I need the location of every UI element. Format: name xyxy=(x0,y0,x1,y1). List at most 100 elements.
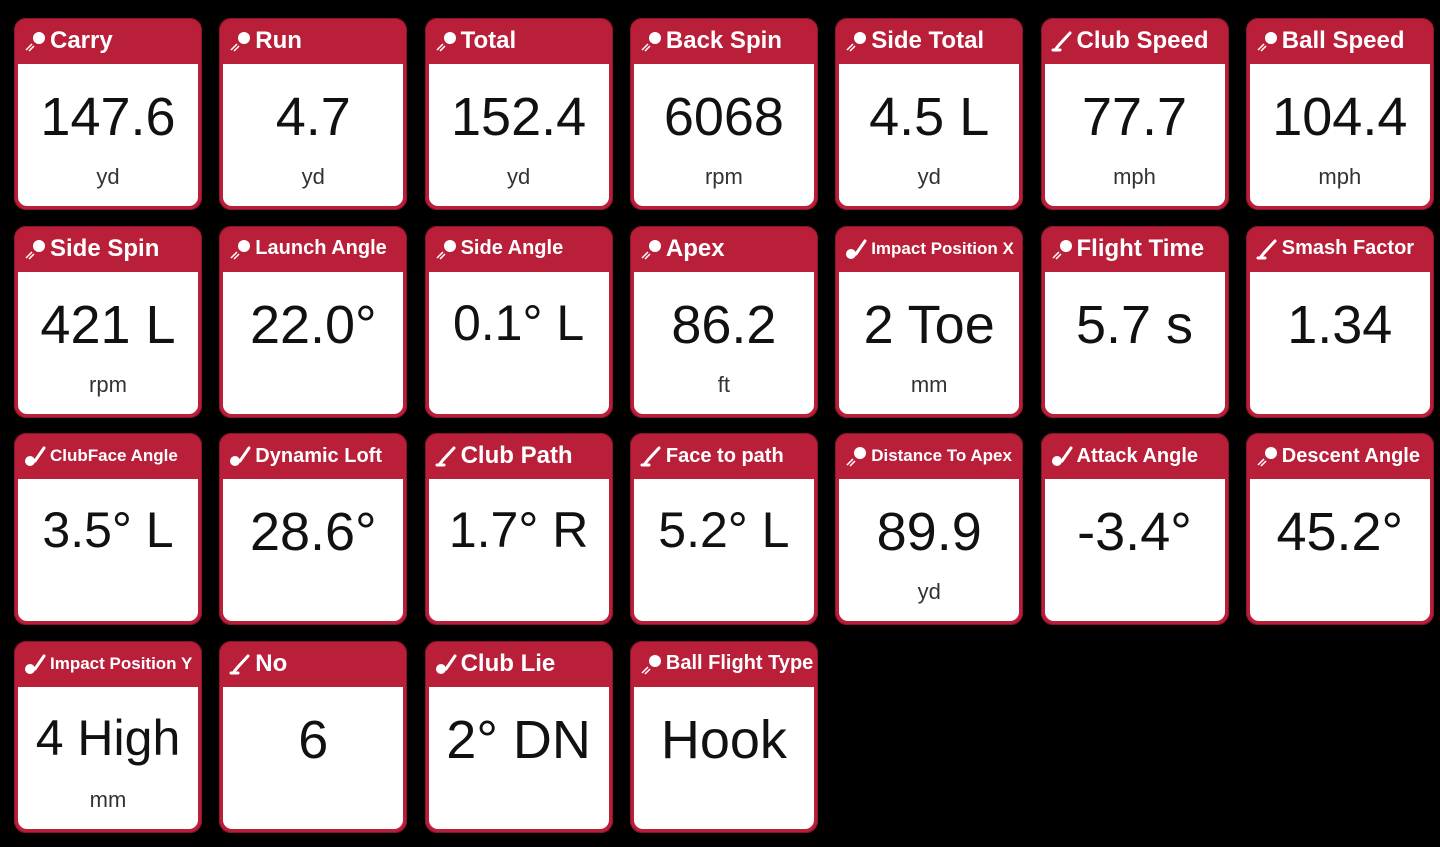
metric-tile-side-total: Side Total 4.5 L yd xyxy=(835,18,1024,210)
metric-body: 421 L rpm xyxy=(18,271,198,414)
metric-label: Club Speed xyxy=(1076,27,1209,54)
metric-header: Carry xyxy=(14,18,202,64)
ball-icon xyxy=(640,30,666,52)
metric-value: 86.2 xyxy=(671,294,777,355)
metric-tile-apex: Apex 86.2 ft xyxy=(629,225,818,418)
ball-icon xyxy=(1256,445,1282,467)
metric-value: 147.6 xyxy=(40,87,176,147)
metric-header: Impact Position Y xyxy=(14,641,202,687)
metric-label: Dynamic Loft xyxy=(255,444,382,467)
metric-header: Dynamic Loft xyxy=(219,433,407,479)
club-ball-icon xyxy=(845,238,871,260)
metric-label: Club Lie xyxy=(460,649,556,677)
metric-label: Impact Position X xyxy=(871,238,1014,258)
metric-label: Side Spin xyxy=(50,234,160,262)
metric-header: No xyxy=(219,641,407,687)
metric-label: Total xyxy=(460,27,517,54)
metric-value: 6068 xyxy=(663,87,784,147)
ball-icon xyxy=(845,30,871,52)
metric-header: Total xyxy=(425,18,613,64)
metric-value: 0.1° L xyxy=(452,294,585,351)
metric-label: Descent Angle xyxy=(1281,444,1420,467)
metric-tile-ball-flight-type: Ball Flight Type Hook xyxy=(629,640,818,833)
metric-value: 4 High xyxy=(35,709,181,766)
metric-value: 3.5° L xyxy=(42,502,174,558)
club-ball-icon xyxy=(24,445,50,467)
club-ball-icon xyxy=(24,653,50,675)
metric-label: Back Spin xyxy=(665,27,782,54)
metric-tile-attack-angle: Attack Angle -3.4° xyxy=(1040,433,1229,625)
metric-label: Distance To Apex xyxy=(871,446,1012,465)
metric-header: Impact Position X xyxy=(835,226,1023,272)
metric-unit: ft xyxy=(717,371,730,397)
metric-body: 22.0° xyxy=(223,271,404,414)
metric-tile-face-to-path: Face to path 5.2° L xyxy=(629,433,818,625)
metric-value: 45.2° xyxy=(1276,502,1404,562)
ball-icon xyxy=(845,445,871,467)
metric-tile-ball-speed: Ball Speed 104.4 mph xyxy=(1245,18,1434,210)
metric-value: 77.7 xyxy=(1081,87,1188,147)
metric-body: 147.6 yd xyxy=(18,64,198,206)
ball-icon xyxy=(435,30,461,52)
metric-body: 86.2 ft xyxy=(633,271,814,414)
club-icon xyxy=(640,445,666,467)
ball-icon xyxy=(640,238,666,260)
metric-body: 45.2° xyxy=(1249,479,1430,621)
metric-header: Attack Angle xyxy=(1041,433,1229,479)
metric-value: 22.0° xyxy=(249,294,377,355)
metric-label: Side Angle xyxy=(460,237,564,259)
ball-icon xyxy=(229,238,255,260)
ball-icon xyxy=(229,30,255,52)
metric-unit: mph xyxy=(1318,164,1362,189)
metric-label: Ball Speed xyxy=(1281,27,1405,54)
metric-body: 0.1° L xyxy=(428,271,609,414)
metric-value: 421 L xyxy=(40,294,176,355)
club-icon xyxy=(1051,30,1077,52)
metric-header: Club Lie xyxy=(425,641,613,687)
metric-unit: yd xyxy=(96,164,120,189)
metric-tile-dynamic-loft: Dynamic Loft 28.6° xyxy=(219,433,408,625)
metric-label: Apex xyxy=(665,234,725,262)
metric-value: Hook xyxy=(660,709,787,770)
metric-header: Side Angle xyxy=(425,226,613,272)
metric-value: 1.34 xyxy=(1287,294,1393,355)
metric-header: Side Spin xyxy=(14,226,202,272)
metric-body: 1.7° R xyxy=(428,479,609,621)
metric-unit: yd xyxy=(506,164,531,189)
metric-tile-smash-factor: Smash Factor 1.34 xyxy=(1245,225,1434,418)
metric-tile-club-lie: Club Lie 2° DN xyxy=(424,640,613,833)
metric-label: Smash Factor xyxy=(1281,237,1415,259)
metric-value: 28.6° xyxy=(249,502,377,562)
metric-unit: yd xyxy=(917,579,941,604)
metric-value: 5.2° L xyxy=(658,502,790,558)
metric-tile-total: Total 152.4 yd xyxy=(424,18,613,210)
metric-header: Apex xyxy=(630,226,818,272)
metric-value: 1.7° R xyxy=(448,502,589,558)
metric-value: 4.5 L xyxy=(869,87,990,147)
metric-body: 89.9 yd xyxy=(839,479,1020,621)
ball-icon xyxy=(24,30,50,52)
metric-label: ClubFace Angle xyxy=(50,446,178,465)
metric-tile-descent-angle: Descent Angle 45.2° xyxy=(1245,433,1434,625)
metric-label: Attack Angle xyxy=(1076,444,1199,467)
metric-header: Ball Flight Type xyxy=(630,641,818,687)
metric-tile-flight-time: Flight Time 5.7 s xyxy=(1040,225,1229,418)
metric-body: 28.6° xyxy=(223,479,404,621)
metric-body: 5.7 s xyxy=(1044,271,1225,414)
metric-unit: yd xyxy=(301,164,325,189)
metric-header: ClubFace Angle xyxy=(14,433,202,479)
ball-icon xyxy=(1051,238,1077,260)
metric-header: Launch Angle xyxy=(219,226,407,272)
metric-tile-impact-position-x: Impact Position X 2 Toe mm xyxy=(835,225,1024,418)
metric-body: 3.5° L xyxy=(18,479,198,621)
metric-header: Club Path xyxy=(425,433,613,479)
metric-unit: rpm xyxy=(89,371,127,397)
metric-body: 5.2° L xyxy=(633,479,814,621)
metric-label: Impact Position Y xyxy=(50,653,193,673)
club-ball-icon xyxy=(435,653,461,675)
metric-body: 2 Toe mm xyxy=(839,271,1020,414)
metric-unit: mm xyxy=(89,786,127,812)
ball-icon xyxy=(24,238,50,260)
metric-tile-clubface-angle: ClubFace Angle 3.5° L xyxy=(14,433,202,625)
